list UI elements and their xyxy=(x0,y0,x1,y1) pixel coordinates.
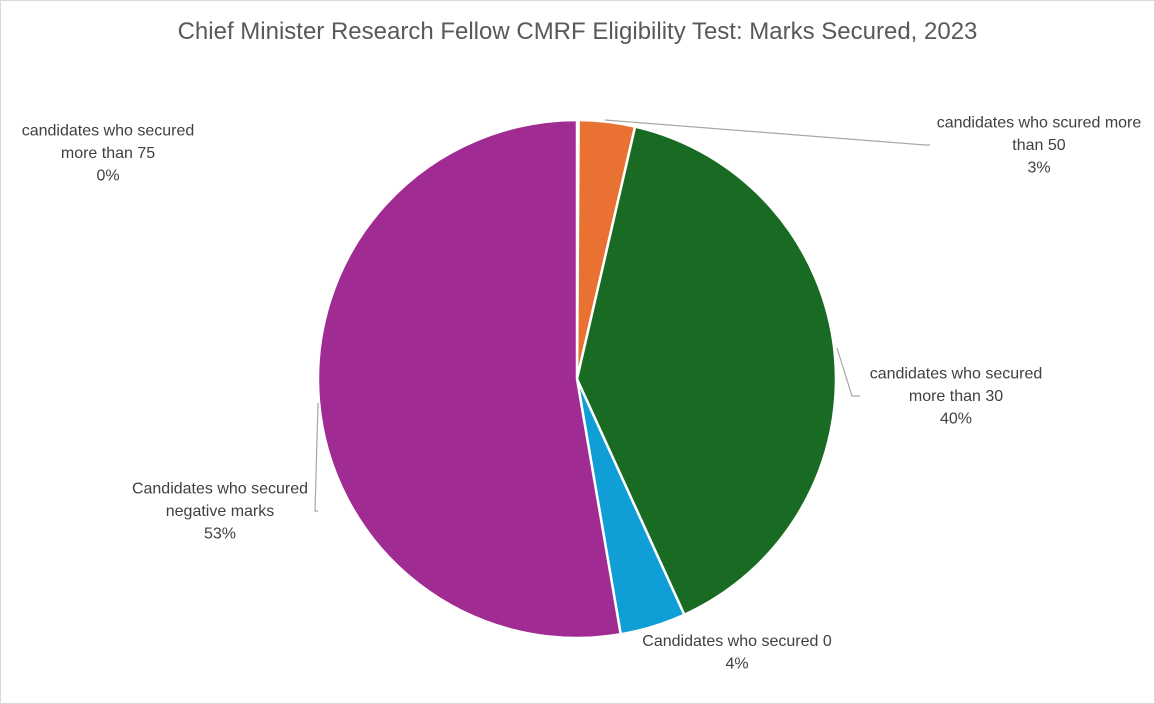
data-label-category: than 50 xyxy=(1012,137,1065,154)
data-label-percent: 0% xyxy=(96,168,119,185)
data-label-category: Candidates who secured 0 xyxy=(642,633,832,650)
leader-line-2 xyxy=(836,347,860,397)
data-label-category: candidates who scured more xyxy=(937,115,1142,132)
pie-slice-4 xyxy=(316,118,622,640)
data-label-category: Candidates who secured xyxy=(132,481,308,498)
data-label-percent: 40% xyxy=(940,411,972,428)
data-label-percent: 4% xyxy=(725,655,748,672)
data-label-1: candidates who scured more than 50 3% xyxy=(937,115,1142,177)
leader-lines xyxy=(314,119,930,512)
data-label-percent: 53% xyxy=(204,526,236,543)
data-label-2: candidates who secured more than 30 40% xyxy=(870,366,1043,428)
data-label-0: candidates who secured more than 75 0% xyxy=(22,123,195,185)
chart-title: Chief Minister Research Fellow CMRF Elig… xyxy=(177,18,978,45)
pie-slice-2 xyxy=(575,125,838,616)
data-label-percent: 3% xyxy=(1027,160,1050,177)
pie-slices xyxy=(316,118,838,640)
data-label-4: Candidates who secured negative marks 53% xyxy=(132,481,308,543)
data-labels: candidates who secured more than 75 0%cand… xyxy=(22,115,1142,673)
leader-line-1 xyxy=(604,119,930,146)
data-label-category: more than 30 xyxy=(909,388,1003,405)
data-label-category: candidates who secured xyxy=(870,366,1043,383)
leader-line-4 xyxy=(314,402,319,512)
data-label-3: Candidates who secured 0 4% xyxy=(642,633,832,673)
data-label-category: more than 75 xyxy=(61,145,155,162)
data-label-category: negative marks xyxy=(166,503,275,520)
data-label-category: candidates who secured xyxy=(22,123,195,140)
